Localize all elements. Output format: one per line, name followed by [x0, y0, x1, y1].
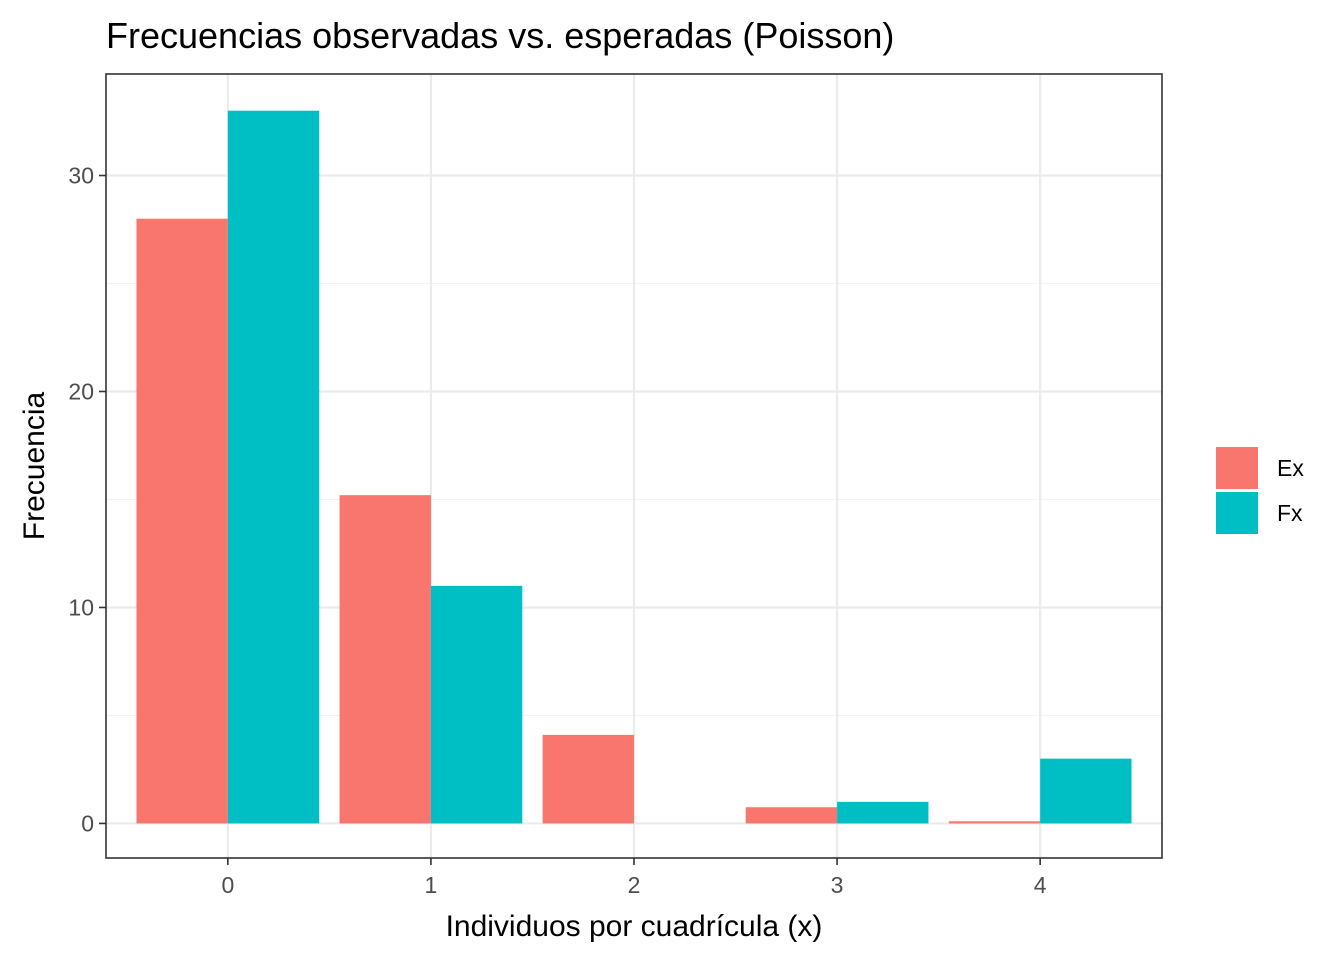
x-axis-title: Individuos por cuadrícula (x)	[446, 910, 823, 943]
bar-ex-0	[136, 218, 228, 824]
bar-ex-4	[948, 821, 1041, 824]
bars	[136, 110, 1132, 824]
y-axis-title: Frecuencia	[18, 391, 51, 540]
y-axis: 0 10 20 30	[68, 163, 106, 836]
bar-fx-0	[227, 110, 320, 824]
x-tick-label: 2	[628, 872, 641, 898]
x-tick-label: 0	[221, 872, 234, 898]
bar-fx-1	[430, 585, 523, 824]
bar-fx-4	[1040, 758, 1132, 824]
legend-label-ex: Ex	[1277, 455, 1304, 481]
bar-ex-2	[542, 734, 634, 824]
x-tick-label: 3	[831, 872, 844, 898]
bar-ex-3	[745, 807, 838, 824]
y-tick-label: 0	[81, 810, 94, 836]
x-tick-label: 1	[425, 872, 438, 898]
x-tick-label: 4	[1034, 872, 1047, 898]
legend-key-ex	[1216, 447, 1258, 489]
legend-label-fx: Fx	[1277, 500, 1303, 526]
y-tick-label: 10	[68, 594, 94, 620]
legend-key-fx	[1216, 492, 1258, 534]
chart-title: Frecuencias observadas vs. esperadas (Po…	[106, 15, 894, 56]
y-tick-label: 30	[68, 163, 94, 189]
bar-ex-1	[339, 495, 431, 824]
x-axis: 0 1 2 3 4	[221, 858, 1047, 898]
legend: Ex Fx	[1216, 447, 1304, 534]
bar-fx-3	[837, 801, 929, 824]
y-tick-label: 20	[68, 378, 94, 404]
